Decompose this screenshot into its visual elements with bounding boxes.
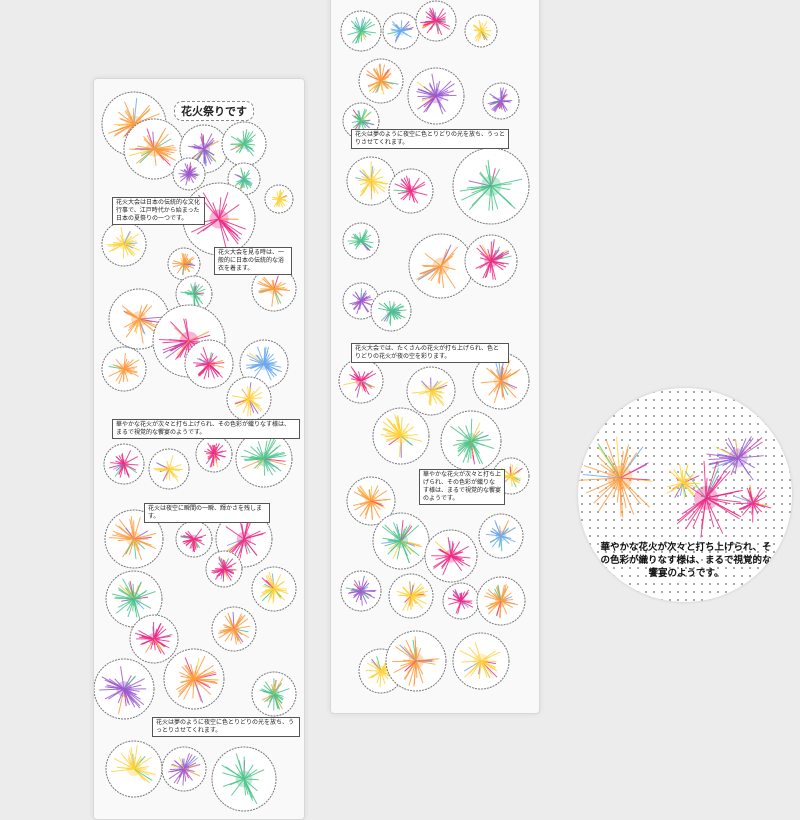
sticker-note: 花火大会は日本の伝統的な文化行事で、江戸時代から始まった日本の夏祭りの一つです。 xyxy=(112,197,205,225)
firework-sticker xyxy=(453,148,529,224)
firework-sticker xyxy=(347,157,395,205)
firework-sticker xyxy=(443,583,479,619)
firework-sticker xyxy=(106,741,162,797)
firework-sticker xyxy=(409,234,473,298)
sticker-sheet-left: 花火祭りです 花火大会は日本の伝統的な文化行事で、江戸時代から始まった日本の夏祭… xyxy=(93,78,305,820)
firework-sticker xyxy=(212,607,256,651)
sticker-sheet-right: 花火は夢のように夜空に色とりどりの光を放ち、うっとりさせてくれます。 花火大会で… xyxy=(330,0,540,714)
firework-sticker xyxy=(386,631,446,691)
firework-sticker xyxy=(389,574,433,618)
firework-sticker xyxy=(441,411,501,471)
firework-sticker xyxy=(371,291,411,331)
firework-sticker xyxy=(578,437,652,518)
firework-sticker xyxy=(149,449,189,489)
firework-sticker xyxy=(164,649,224,709)
fireworks-stickers-left xyxy=(94,79,304,819)
detail-zoom-circle: 華やかな花火が次々と打ち上げられ、その色彩が織りなす様は、まるで視覚的な饗宴のよ… xyxy=(578,388,792,602)
sticker-note: 花火大会を見る時は、一般的に日本の伝統的な浴衣を着ます。 xyxy=(214,247,292,275)
firework-sticker xyxy=(373,513,429,569)
firework-sticker xyxy=(102,347,146,391)
firework-sticker xyxy=(222,122,266,166)
firework-sticker xyxy=(465,15,497,47)
firework-sticker xyxy=(94,659,154,719)
firework-sticker xyxy=(185,340,233,388)
firework-sticker xyxy=(667,464,700,499)
firework-sticker xyxy=(359,59,403,103)
firework-sticker xyxy=(408,68,464,124)
firework-sticker xyxy=(236,431,292,487)
firework-sticker xyxy=(130,615,178,663)
detail-caption: 華やかな花火が次々と打ち上げられ、その色彩が織りなす様は、まるで視覚的な饗宴のよ… xyxy=(596,541,776,580)
firework-sticker xyxy=(206,551,242,587)
firework-sticker xyxy=(265,185,293,213)
firework-sticker xyxy=(252,672,296,716)
firework-sticker xyxy=(425,530,477,582)
sticker-note: 華やかな花火が次々と打ち上げられ、その色彩が織りなす様は、まるで視覚的な饗宴のよ… xyxy=(419,469,505,505)
firework-sticker xyxy=(416,1,456,41)
sticker-note: 花火は夜空に瞬間の一瞬、輝かさを残します。 xyxy=(144,503,270,523)
sticker-note: 華やかな花火が次々と打ち上げられ、その色彩が織りなす様は、まるで視覚的な饗宴のよ… xyxy=(112,419,300,439)
firework-sticker xyxy=(227,377,271,421)
firework-sticker xyxy=(102,222,146,266)
firework-sticker xyxy=(104,444,144,484)
firework-sticker xyxy=(196,436,232,472)
firework-sticker xyxy=(407,367,455,415)
firework-sticker xyxy=(168,248,200,280)
firework-sticker xyxy=(341,11,381,51)
sticker-note: 花火は夢のように夜空に色とりどりの光を放ち、うっとりさせてくれます。 xyxy=(351,129,509,149)
firework-sticker xyxy=(453,633,509,689)
firework-sticker xyxy=(465,235,517,287)
firework-sticker xyxy=(477,577,525,625)
sticker-note: 花火大会では、たくさんの花火が打ち上げられ、色とりどりの花火が夜の空を彩ります。 xyxy=(351,343,509,363)
sheet-title: 花火祭りです xyxy=(174,101,254,121)
firework-sticker xyxy=(162,747,206,791)
firework-sticker xyxy=(176,521,212,557)
firework-sticker xyxy=(707,436,764,480)
firework-sticker xyxy=(212,747,276,811)
firework-sticker xyxy=(479,514,523,558)
firework-sticker xyxy=(389,169,433,213)
firework-sticker xyxy=(343,223,379,259)
sticker-note: 花火は夢のように夜空に色とりどりの光を放ち、うっとりさせてくれます。 xyxy=(152,717,300,737)
firework-sticker xyxy=(341,571,381,611)
firework-sticker xyxy=(339,359,383,403)
firework-sticker xyxy=(483,83,519,119)
firework-sticker xyxy=(173,158,205,190)
firework-sticker xyxy=(252,567,296,611)
firework-sticker xyxy=(383,13,419,49)
firework-sticker xyxy=(373,408,429,464)
